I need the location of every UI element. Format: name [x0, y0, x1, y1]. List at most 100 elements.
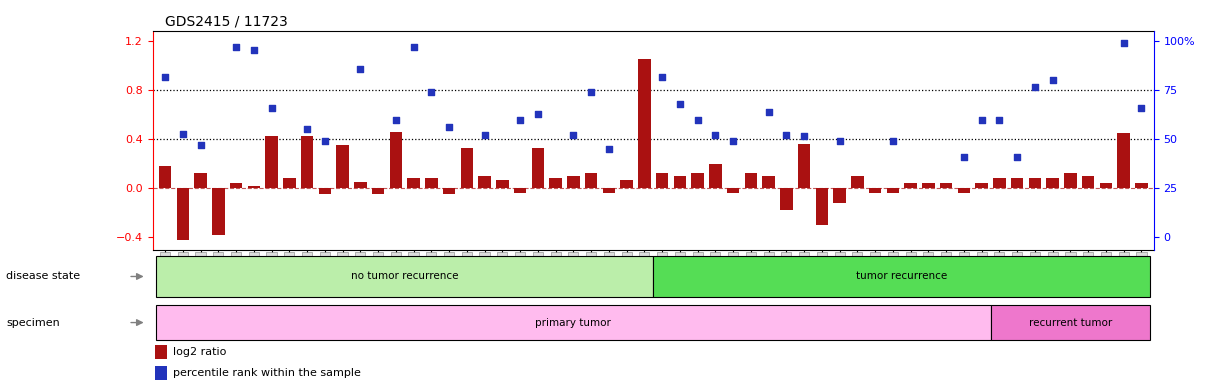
Bar — [319, 188, 331, 194]
Point — [1114, 40, 1133, 46]
Bar — [159, 166, 171, 188]
Point — [404, 44, 424, 50]
Point — [759, 109, 779, 115]
Point — [226, 44, 245, 50]
Bar — [674, 176, 686, 188]
Bar — [1046, 178, 1059, 188]
Text: specimen: specimen — [6, 318, 60, 328]
Bar — [549, 178, 562, 188]
Point — [600, 146, 619, 152]
Bar — [639, 59, 651, 188]
Bar — [976, 183, 988, 188]
Bar — [1011, 178, 1023, 188]
Bar — [567, 176, 580, 188]
Point — [830, 138, 850, 144]
Bar — [620, 179, 632, 188]
Point — [155, 74, 175, 81]
Point — [990, 118, 1010, 124]
Point — [297, 126, 316, 132]
Text: GDS2415 / 11723: GDS2415 / 11723 — [165, 15, 288, 29]
Bar — [354, 182, 366, 188]
Bar — [653, 256, 1150, 297]
Bar — [408, 178, 420, 188]
Bar — [886, 188, 899, 193]
Point — [386, 118, 405, 124]
Point — [475, 132, 495, 138]
Point — [883, 138, 902, 144]
Bar — [993, 178, 1006, 188]
Point — [350, 66, 370, 72]
Bar — [990, 305, 1150, 340]
Point — [954, 154, 973, 161]
Point — [564, 132, 584, 138]
Point — [1026, 84, 1045, 90]
Bar — [1065, 173, 1077, 188]
Bar — [1117, 133, 1129, 188]
Bar — [514, 188, 526, 193]
Bar — [265, 136, 278, 188]
Bar — [156, 256, 653, 297]
Bar — [745, 173, 757, 188]
Text: primary tumor: primary tumor — [536, 318, 612, 328]
Bar — [656, 173, 668, 188]
Point — [1132, 105, 1151, 111]
Point — [581, 89, 601, 95]
Bar — [230, 183, 242, 188]
Bar — [336, 145, 349, 188]
Point — [527, 111, 547, 118]
Bar — [940, 183, 952, 188]
Point — [421, 89, 441, 95]
Text: percentile rank within the sample: percentile rank within the sample — [172, 368, 360, 378]
Point — [440, 124, 459, 130]
Bar — [425, 178, 437, 188]
Bar — [726, 188, 740, 193]
Bar — [797, 144, 811, 188]
Point — [670, 101, 690, 108]
Point — [972, 118, 991, 124]
Point — [173, 131, 193, 137]
Point — [687, 118, 707, 124]
Bar — [691, 173, 703, 188]
Point — [1043, 77, 1062, 83]
Point — [723, 138, 742, 144]
Bar — [283, 178, 295, 188]
Bar — [816, 188, 828, 225]
Bar — [585, 173, 597, 188]
Bar — [496, 179, 509, 188]
Point — [510, 118, 530, 124]
Bar — [531, 147, 545, 188]
Point — [795, 133, 814, 139]
Bar — [443, 188, 455, 194]
Bar — [957, 188, 971, 193]
Bar — [780, 188, 792, 210]
Text: recurrent tumor: recurrent tumor — [1029, 318, 1112, 328]
Bar — [922, 183, 934, 188]
Point — [1007, 154, 1027, 161]
Bar — [212, 188, 225, 235]
Bar — [389, 132, 402, 188]
Bar — [709, 164, 722, 188]
Text: disease state: disease state — [6, 271, 81, 281]
Text: no tumor recurrence: no tumor recurrence — [350, 271, 458, 281]
Bar — [762, 176, 775, 188]
Bar — [1100, 183, 1112, 188]
Bar — [851, 176, 863, 188]
Bar — [155, 366, 166, 380]
Bar — [1028, 178, 1042, 188]
Bar — [155, 345, 166, 359]
Bar — [177, 188, 189, 240]
Point — [315, 138, 335, 144]
Bar — [372, 188, 385, 194]
Bar — [834, 188, 846, 203]
Point — [777, 132, 796, 138]
Bar — [603, 188, 615, 193]
Point — [190, 142, 210, 148]
Bar — [479, 176, 491, 188]
Bar — [1136, 183, 1148, 188]
Bar — [869, 188, 882, 193]
Text: log2 ratio: log2 ratio — [172, 347, 226, 357]
Bar — [1082, 176, 1094, 188]
Point — [652, 74, 672, 81]
Bar — [248, 185, 260, 188]
Point — [261, 105, 281, 111]
